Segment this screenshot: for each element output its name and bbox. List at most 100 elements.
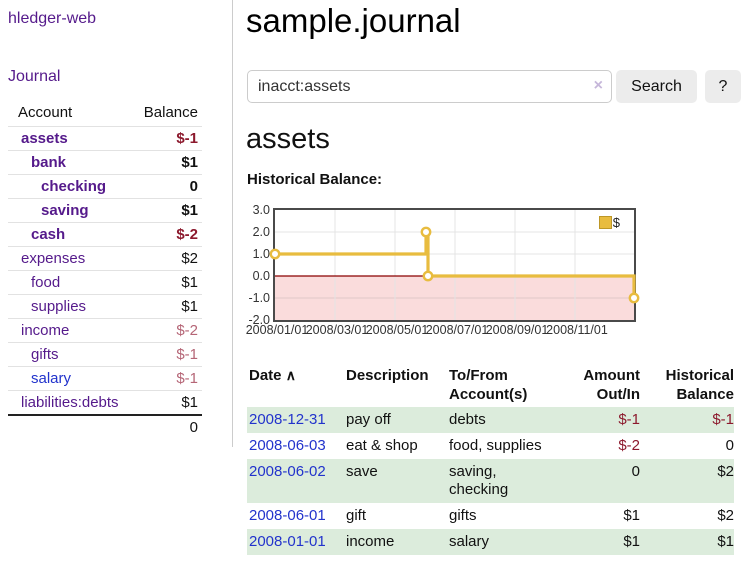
search-bar: × Search ? bbox=[247, 70, 742, 103]
chart-plot-area[interactable]: $ bbox=[269, 208, 640, 322]
account-link-assets[interactable]: assets bbox=[21, 130, 68, 147]
register-row[interactable]: 2008-06-01 gift gifts $1 $2 bbox=[247, 503, 734, 529]
account-link-bank[interactable]: bank bbox=[31, 154, 67, 171]
search-input-wrap: × bbox=[247, 70, 612, 103]
account-balance: $-1 bbox=[129, 126, 202, 151]
account-row: assets $-1 bbox=[8, 126, 202, 151]
account-balance: $1 bbox=[129, 270, 202, 295]
data-point bbox=[628, 292, 640, 304]
transaction-accounts: saving, checking bbox=[449, 463, 509, 498]
transaction-amount: 0 bbox=[631, 463, 640, 480]
account-link-food[interactable]: food bbox=[31, 274, 61, 291]
x-tick: 2008/11/01 bbox=[546, 323, 608, 337]
account-row: liabilities:debts $1 bbox=[8, 390, 202, 415]
account-link-liabilities-debts[interactable]: liabilities:debts bbox=[21, 394, 119, 411]
page-title: sample.journal bbox=[246, 2, 461, 39]
account-row: income $-2 bbox=[8, 318, 202, 343]
account-link-saving[interactable]: saving bbox=[41, 202, 89, 219]
account-balance: $-1 bbox=[129, 366, 202, 391]
x-tick: 2008/05/01 bbox=[365, 323, 429, 337]
transaction-balance: $2 bbox=[717, 507, 734, 524]
transaction-accounts: salary bbox=[449, 533, 490, 550]
historical-balance-chart: 3.0 2.0 1.0 0.0 -1.0 -2.0 bbox=[240, 203, 700, 346]
account-balance: $-1 bbox=[129, 342, 202, 367]
transaction-date-link[interactable]: 2008-12-31 bbox=[249, 411, 326, 428]
transaction-description: income bbox=[346, 533, 395, 550]
transaction-accounts: debts bbox=[449, 411, 486, 428]
transaction-date-link[interactable]: 2008-01-01 bbox=[249, 533, 326, 550]
search-input[interactable] bbox=[247, 70, 612, 103]
transaction-balance: $2 bbox=[717, 463, 734, 480]
x-tick: 2008/09/01 bbox=[485, 323, 549, 337]
accounts-balance-table: Account Balance assets $-1 bank $1 check… bbox=[8, 101, 202, 439]
accounts-column-header: To/From Account(s) bbox=[449, 367, 528, 403]
balance-col-header: Balance bbox=[143, 104, 198, 121]
legend-swatch-icon bbox=[598, 216, 612, 229]
sidebar-item-journal[interactable]: Journal bbox=[8, 68, 61, 85]
account-link-income[interactable]: income bbox=[21, 322, 70, 339]
account-row: supplies $1 bbox=[8, 294, 202, 319]
y-tick: 0.0 bbox=[252, 269, 270, 283]
transaction-accounts: gifts bbox=[449, 507, 477, 524]
y-tick: 2.0 bbox=[252, 225, 270, 239]
y-tick: 1.0 bbox=[252, 247, 270, 261]
help-button[interactable]: ? bbox=[705, 70, 741, 103]
transaction-date-link[interactable]: 2008-06-03 bbox=[249, 437, 326, 454]
balance-column-header: Historical Balance bbox=[665, 367, 734, 403]
account-balance: $1 bbox=[129, 198, 202, 223]
account-row: saving $1 bbox=[8, 198, 202, 223]
chart-legend: $ bbox=[598, 215, 620, 230]
account-balance: $1 bbox=[129, 390, 202, 415]
search-button[interactable]: Search bbox=[616, 70, 697, 103]
accounts-col-header: Account bbox=[18, 104, 73, 121]
accounts-total-value: 0 bbox=[129, 414, 202, 439]
y-tick: 3.0 bbox=[252, 203, 270, 217]
transaction-date-link[interactable]: 2008-06-02 bbox=[249, 463, 326, 480]
account-balance: $-2 bbox=[129, 318, 202, 343]
account-row: checking 0 bbox=[8, 174, 202, 199]
account-balance: 0 bbox=[129, 174, 202, 199]
transaction-amount: $1 bbox=[623, 507, 640, 524]
account-balance: $1 bbox=[129, 150, 202, 175]
transaction-date-link[interactable]: 2008-06-01 bbox=[249, 507, 326, 524]
account-link-supplies[interactable]: supplies bbox=[31, 298, 87, 315]
y-tick: -2.0 bbox=[248, 313, 270, 327]
transaction-description: gift bbox=[346, 507, 367, 524]
account-balance: $-2 bbox=[129, 222, 202, 247]
account-balance: $1 bbox=[129, 294, 202, 319]
account-link-cash[interactable]: cash bbox=[31, 226, 66, 243]
description-column-header: Description bbox=[346, 367, 429, 384]
account-link-expenses[interactable]: expenses bbox=[21, 250, 86, 267]
account-row: cash $-2 bbox=[8, 222, 202, 247]
account-link-salary[interactable]: salary bbox=[31, 370, 72, 387]
legend-label: $ bbox=[612, 215, 620, 230]
date-column-header[interactable]: Date ∧ bbox=[249, 367, 296, 384]
accounts-total-row: 0 bbox=[8, 414, 202, 439]
chart-title: Historical Balance: bbox=[247, 171, 383, 188]
transaction-balance: $1 bbox=[717, 533, 734, 550]
register-row[interactable]: 2008-06-02 save saving, checking 0 $2 bbox=[247, 459, 734, 503]
x-tick: 2008/01/01 bbox=[245, 323, 309, 337]
transaction-description: eat & shop bbox=[346, 437, 418, 454]
register-header-row: Date ∧ Description To/From Account(s) Am… bbox=[247, 364, 734, 407]
register-row[interactable]: 2008-06-03 eat & shop food, supplies $-2… bbox=[247, 433, 734, 459]
account-row: expenses $2 bbox=[8, 246, 202, 271]
transaction-amount: $1 bbox=[623, 533, 640, 550]
y-tick: -1.0 bbox=[248, 291, 270, 305]
register-table: Date ∧ Description To/From Account(s) Am… bbox=[247, 364, 734, 555]
transaction-balance: 0 bbox=[725, 437, 734, 454]
data-point bbox=[422, 270, 434, 282]
transaction-balance: $-1 bbox=[712, 411, 734, 428]
account-link-gifts[interactable]: gifts bbox=[31, 346, 59, 363]
clear-search-icon[interactable]: × bbox=[593, 77, 603, 94]
register-row[interactable]: 2008-12-31 pay off debts $-1 $-1 bbox=[247, 407, 734, 433]
account-row: bank $1 bbox=[8, 150, 202, 175]
x-tick: 2008/03/01 bbox=[305, 323, 369, 337]
app-brand-link[interactable]: hledger-web bbox=[8, 10, 97, 27]
account-page-title: assets bbox=[246, 123, 330, 155]
transaction-description: save bbox=[346, 463, 378, 480]
data-point bbox=[420, 226, 432, 238]
register-row[interactable]: 2008-01-01 income salary $1 $1 bbox=[247, 529, 734, 555]
sort-asc-icon: ∧ bbox=[285, 367, 296, 383]
account-link-checking[interactable]: checking bbox=[41, 178, 107, 195]
